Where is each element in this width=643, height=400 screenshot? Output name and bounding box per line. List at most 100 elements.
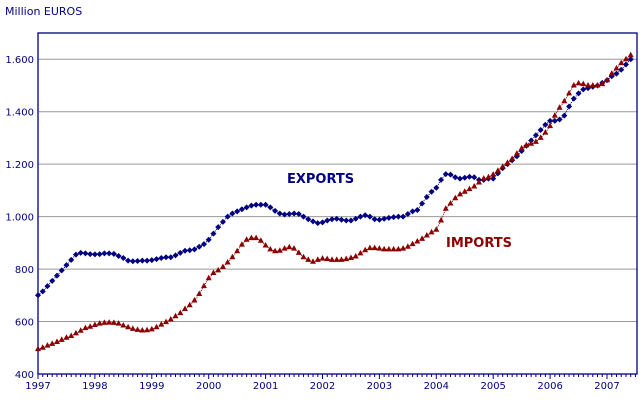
export-data-point <box>423 193 430 200</box>
import-data-point <box>63 334 70 340</box>
export-data-point <box>300 213 307 220</box>
import-data-point <box>257 237 264 243</box>
export-data-point <box>120 255 127 262</box>
export-data-point <box>566 103 573 110</box>
export-data-point <box>376 216 383 223</box>
y-tick-label: 1.200 <box>5 160 34 171</box>
export-data-point <box>286 210 293 217</box>
import-data-point <box>594 81 601 88</box>
import-data-point <box>589 81 596 88</box>
export-data-point <box>575 90 582 97</box>
import-data-point <box>547 122 554 129</box>
x-tick-label: 2003 <box>367 381 392 392</box>
import-data-point <box>229 253 236 260</box>
y-axis-unit-label: Million EUROS <box>5 5 83 18</box>
y-tick-label: 400 <box>15 370 34 381</box>
export-data-point <box>35 292 41 299</box>
import-data-point <box>338 256 345 262</box>
export-data-point <box>409 208 416 215</box>
import-data-point <box>457 190 464 197</box>
import-data-point <box>163 318 170 325</box>
import-data-point <box>532 138 539 144</box>
import-data-point <box>53 338 60 344</box>
export-data-point <box>253 201 260 208</box>
export-data-point <box>115 252 122 259</box>
import-data-point <box>72 329 79 336</box>
x-tick-label: 1997 <box>25 381 50 392</box>
x-tick-label: 1999 <box>139 381 164 392</box>
import-data-point <box>186 301 193 308</box>
export-data-point <box>347 217 354 224</box>
export-data-point <box>96 251 103 258</box>
export-data-point <box>310 218 317 225</box>
import-data-point <box>442 205 449 211</box>
import-data-point <box>362 246 369 253</box>
export-data-point <box>101 250 108 257</box>
export-data-point <box>158 255 165 262</box>
export-data-point <box>224 213 231 220</box>
export-data-point <box>438 176 445 183</box>
import-data-point <box>238 241 245 247</box>
import-data-point <box>58 336 65 342</box>
import-data-point <box>295 249 302 255</box>
export-data-point <box>243 204 250 211</box>
y-tick-label: 1.000 <box>5 213 34 224</box>
import-data-point <box>400 245 407 251</box>
export-data-point <box>91 251 98 258</box>
export-data-point <box>471 174 478 181</box>
import-data-point <box>219 263 226 269</box>
y-tick-label: 1.600 <box>5 55 34 66</box>
export-data-point <box>338 216 345 223</box>
export-data-point <box>466 173 473 180</box>
export-data-point <box>272 207 279 214</box>
import-data-point <box>409 240 416 247</box>
import-data-point <box>494 167 501 173</box>
export-data-point <box>106 250 113 257</box>
import-data-point <box>200 282 207 289</box>
import-data-point <box>262 241 269 248</box>
import-data-point <box>91 321 98 327</box>
export-data-point <box>281 211 288 218</box>
export-data-point <box>110 250 117 257</box>
import-data-point <box>224 259 231 265</box>
import-data-point <box>608 70 615 76</box>
x-tick-label: 2007 <box>594 381 619 392</box>
import-data-point <box>210 269 217 276</box>
x-tick-label: 2001 <box>253 381 278 392</box>
import-data-point <box>177 309 184 316</box>
import-data-point <box>267 245 274 252</box>
import-data-point <box>452 194 459 201</box>
export-data-point <box>400 213 407 220</box>
import-data-point <box>518 144 525 151</box>
export-data-point <box>181 247 188 254</box>
export-data-point <box>442 171 449 178</box>
import-data-point <box>542 129 549 135</box>
export-data-point <box>295 210 302 217</box>
import-data-point <box>490 171 497 177</box>
export-data-point <box>58 267 65 274</box>
export-data-point <box>305 216 312 223</box>
export-data-point <box>319 219 326 226</box>
export-data-point <box>144 257 151 264</box>
export-data-point <box>53 272 60 279</box>
export-data-point <box>257 201 264 208</box>
export-data-point <box>63 262 70 269</box>
export-data-point <box>163 254 170 261</box>
export-data-point <box>153 256 160 263</box>
export-data-point <box>452 174 459 181</box>
import-data-point <box>381 245 388 252</box>
export-data-point <box>570 95 577 102</box>
export-data-point <box>324 217 331 224</box>
export-data-point <box>547 117 554 124</box>
import-data-point <box>438 217 445 223</box>
import-data-point <box>551 112 558 118</box>
import-data-point <box>253 234 260 241</box>
import-data-point <box>115 320 122 326</box>
import-data-point <box>599 80 606 87</box>
export-data-point <box>580 86 587 93</box>
import-data-point <box>385 245 392 252</box>
import-data-point <box>324 255 331 262</box>
import-data-point <box>110 319 117 325</box>
import-data-point <box>272 247 279 254</box>
export-data-point <box>419 200 426 207</box>
